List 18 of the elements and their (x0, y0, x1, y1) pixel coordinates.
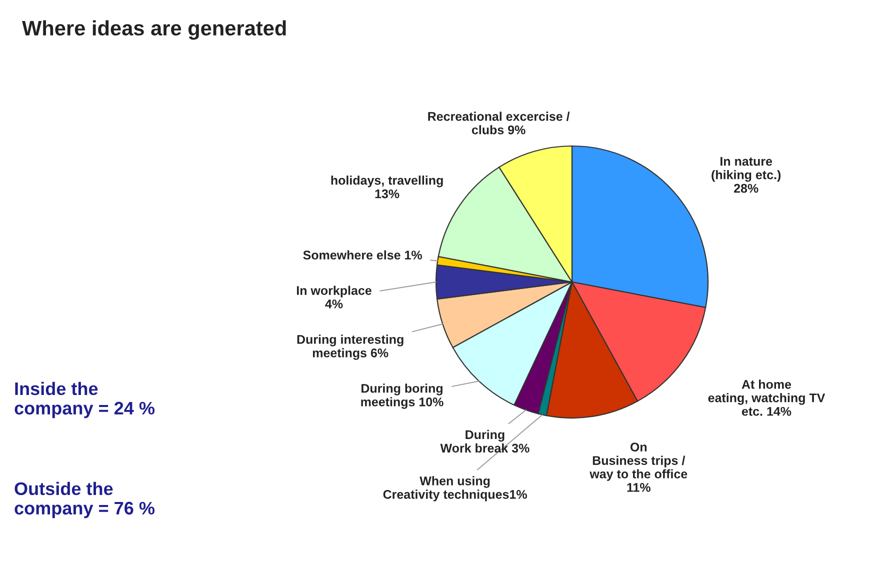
slice-label: In workplace (296, 286, 372, 298)
slice-label: On Business trips / way to the office (590, 442, 688, 481)
slice-label: Somewhere else 1% (303, 250, 422, 260)
slice-label: When using Creativity techniques1% (383, 476, 527, 502)
data-label: 13% (375, 189, 400, 198)
data-label: 11% (627, 483, 650, 492)
slice-label: At home eating, watching TV etc. 14% (708, 380, 826, 416)
slice-label: During Work break 3% (440, 430, 530, 453)
slice-label: During boring meetings 10% (361, 384, 444, 409)
chart-title: Where ideas are generated (22, 20, 286, 40)
slice-label: In nature (hiking etc.) (712, 157, 781, 182)
data-label: 4% (325, 300, 343, 308)
text: Outside the company = 76 % (14, 482, 155, 518)
text: Inside the company = 24 % (14, 382, 155, 418)
slice-label: Recreational excercise / clubs 9% (428, 112, 570, 134)
slice-label: During interesting meetings 6% (297, 334, 404, 360)
data-label: 28% (734, 184, 758, 193)
slice-label: holidays, travelling (331, 176, 443, 188)
